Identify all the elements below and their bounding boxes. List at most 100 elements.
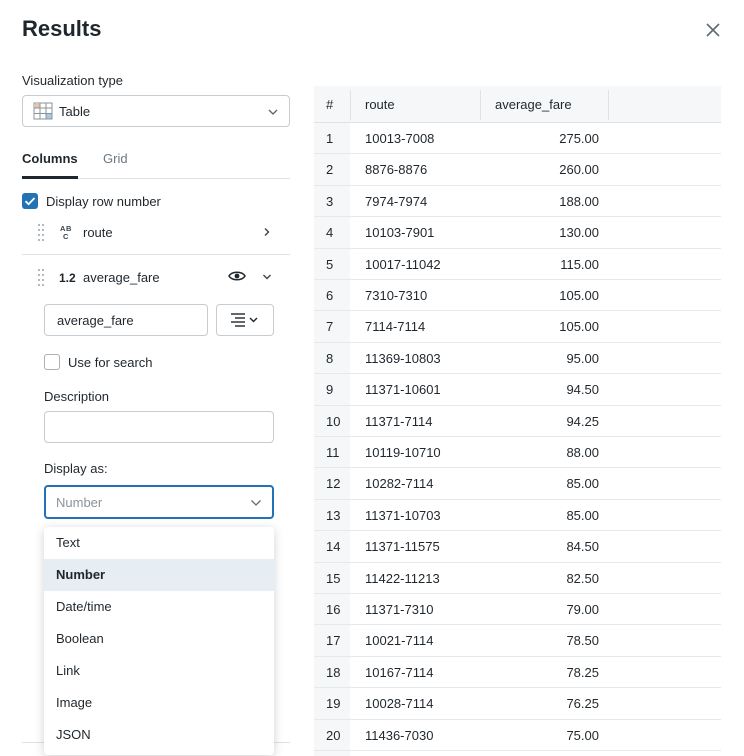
- table-row: 9 11371-10601 94.50: [314, 374, 721, 406]
- option-text[interactable]: Text: [56, 535, 80, 550]
- average-fare-cell: 82.50: [566, 570, 599, 586]
- header-row-number: #: [326, 97, 334, 112]
- visualization-type-value: Table: [59, 103, 91, 119]
- settings-tabs: Columns Grid: [22, 150, 290, 179]
- average-fare-cell: 115.00: [560, 256, 599, 272]
- svg-text:C: C: [63, 232, 69, 240]
- row-number-cell: 3: [326, 193, 334, 209]
- table-row: 2 8876-8876 260.00: [314, 154, 721, 186]
- row-number-cell: 14: [326, 539, 341, 555]
- route-cell: 10167-7114: [365, 664, 434, 680]
- row-number-cell: 20: [326, 727, 341, 743]
- chevron-down-icon: [251, 500, 261, 506]
- header-route[interactable]: route: [365, 97, 395, 112]
- row-number-cell: 18: [326, 664, 341, 680]
- route-cell: 8876-8876: [365, 162, 428, 178]
- results-table: # route average_fare 1 10013-7008 275.00 2 8…: [314, 86, 721, 756]
- route-cell: 10103-7901: [365, 225, 435, 241]
- row-number-cell: 4: [326, 225, 334, 241]
- chevron-right-icon[interactable]: [262, 227, 272, 237]
- alignment-button[interactable]: [216, 304, 274, 336]
- row-number-cell: 16: [326, 602, 341, 617]
- route-cell: 7974-7974: [365, 193, 428, 209]
- header-average-fare[interactable]: average_fare: [495, 97, 572, 112]
- route-cell: 7310-7310: [365, 288, 428, 303]
- average-fare-cell: 75.00: [566, 727, 599, 743]
- row-number-cell: 8: [326, 350, 334, 366]
- route-cell: 11371-10601: [365, 382, 441, 398]
- row-number-cell: 12: [326, 476, 341, 492]
- option-link[interactable]: Link: [56, 663, 80, 678]
- tab-grid[interactable]: Grid: [103, 151, 128, 166]
- average-fare-cell: 95.00: [566, 350, 599, 366]
- table-row: 11 10119-10710 88.00: [314, 437, 721, 469]
- drag-handle-icon[interactable]: [38, 267, 44, 287]
- column-name-average-fare: average_fare: [83, 270, 160, 285]
- average-fare-cell: 76.25: [566, 696, 599, 712]
- display-as-select[interactable]: Number: [44, 485, 274, 519]
- column-separator[interactable]: [608, 90, 609, 120]
- row-number-cell: 10: [326, 413, 341, 429]
- row-number-cell: 7: [326, 319, 334, 335]
- route-cell: 10013-7008: [365, 131, 435, 146]
- option-number[interactable]: Number: [44, 559, 274, 591]
- table-row: 4 10103-7901 130.00: [314, 217, 721, 249]
- row-number-cell: 9: [326, 382, 334, 398]
- option-image[interactable]: Image: [56, 695, 93, 710]
- average-fare-cell: 88.00: [566, 445, 599, 460]
- visualization-type-select[interactable]: Table: [22, 95, 290, 127]
- row-number-cell: 11: [326, 445, 340, 460]
- average-fare-cell: 130.00: [559, 225, 599, 241]
- chevron-down-icon[interactable]: [262, 272, 272, 282]
- description-label: Description: [44, 389, 110, 404]
- average-fare-cell: 79.00: [566, 602, 599, 617]
- table-row: 10 11371-7114 94.25: [314, 406, 721, 437]
- average-fare-cell: 85.00: [566, 476, 599, 492]
- table-row: 16 11371-7310 79.00: [314, 594, 721, 626]
- display-row-number-label: Display row number: [46, 194, 161, 209]
- average-fare-cell: 105.00: [559, 319, 599, 335]
- route-cell: 10017-11042: [365, 256, 441, 272]
- align-right-icon: [231, 313, 258, 327]
- chevron-down-icon: [268, 109, 278, 115]
- row-number-cell: 5: [326, 256, 334, 272]
- table-row: 14 11371-11575 84.50: [314, 531, 721, 563]
- route-cell: 10021-7114: [365, 633, 434, 649]
- option-json[interactable]: JSON: [56, 727, 91, 742]
- table-row: 20 11436-7030 75.00: [314, 720, 721, 751]
- display-as-label: Display as:: [44, 461, 108, 476]
- description-input[interactable]: [44, 411, 274, 443]
- use-for-search-checkbox[interactable]: [44, 354, 60, 370]
- table-row: 1 10013-7008 275.00: [314, 123, 721, 155]
- route-cell: 10282-7114: [365, 476, 434, 492]
- number-type-icon: 1.2: [59, 271, 76, 285]
- table-header: # route average_fare: [314, 86, 721, 123]
- display-row-number-checkbox[interactable]: [22, 193, 38, 209]
- average-fare-cell: 94.25: [566, 413, 599, 429]
- route-cell: 11371-7114: [365, 413, 433, 429]
- column-separator[interactable]: [480, 90, 481, 120]
- table-row: 7 7114-7114 105.00: [314, 311, 721, 343]
- average-fare-cell: 260.00: [559, 162, 599, 178]
- row-number-cell: 6: [326, 288, 334, 303]
- row-number-column: [314, 123, 350, 756]
- route-cell: 10028-7114: [365, 696, 434, 712]
- average-fare-cell: 188.00: [559, 193, 599, 209]
- table-row: 19 10028-7114 76.25: [314, 688, 721, 720]
- option-datetime[interactable]: Date/time: [56, 599, 112, 614]
- eye-icon[interactable]: [228, 268, 246, 284]
- drag-handle-icon[interactable]: [38, 222, 44, 242]
- tab-columns[interactable]: Columns: [22, 151, 78, 179]
- check-icon: [24, 197, 36, 206]
- table-row: 12 10282-7114 85.00: [314, 468, 721, 500]
- display-as-placeholder: Number: [56, 494, 103, 510]
- option-boolean[interactable]: Boolean: [56, 631, 104, 646]
- close-icon[interactable]: [703, 20, 723, 40]
- route-cell: 11371-10703: [365, 507, 441, 523]
- column-separator[interactable]: [350, 90, 351, 120]
- table-row: 17 10021-7114 78.50: [314, 625, 721, 657]
- route-cell: 11422-11213: [365, 570, 440, 586]
- route-cell: 11371-7310: [365, 602, 434, 617]
- text-type-icon: A B C: [60, 224, 72, 240]
- column-name-input[interactable]: [44, 304, 208, 336]
